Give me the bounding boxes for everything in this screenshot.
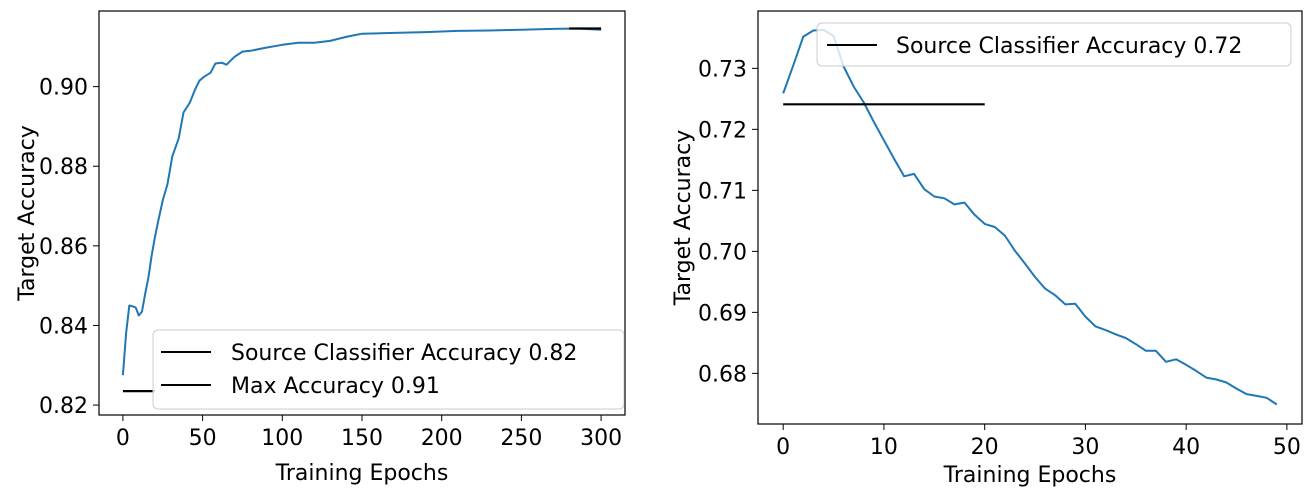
right-plot-y-ticks: 0.68 0.69 0.70 0.71 0.72 0.73 <box>698 57 758 387</box>
left-plot-legend-label-max: Max Accuracy 0.91 <box>231 374 440 399</box>
left-plot-series <box>121 27 602 393</box>
left-plot-x-tick-label: 200 <box>421 426 463 451</box>
right-plot-legend-label-source: Source Classifier Accuracy 0.72 <box>896 34 1242 59</box>
left-plot-legend: Source Classifier Accuracy 0.82 Max Accu… <box>152 329 625 410</box>
right-plot-x-ticks: 0 10 20 30 40 50 <box>776 424 1301 460</box>
right-plot-x-tick-label: 40 <box>1172 435 1200 460</box>
right-plot-y-tick-label: 0.70 <box>698 240 747 265</box>
left-plot-legend-label-source: Source Classifier Accuracy 0.82 <box>231 341 577 366</box>
right-plot-y-tick-label: 0.69 <box>698 301 747 326</box>
left-plot-x-tick-label: 250 <box>500 426 542 451</box>
right-plot-legend-box <box>816 22 1292 67</box>
left-plot-x-ticks: 0 50 100 150 200 250 300 <box>116 415 622 451</box>
left-plot-x-tick-label: 50 <box>189 426 217 451</box>
right-plot-legend: Source Classifier Accuracy 0.72 <box>816 22 1292 67</box>
right-plot-x-tick-label: 20 <box>971 435 999 460</box>
left-plot-y-ticks: 0.82 0.84 0.86 0.88 0.90 <box>39 76 99 419</box>
right-plot-y-axis-label: Target Accuracy <box>671 130 696 307</box>
left-plot-y-tick-label: 0.86 <box>39 235 88 260</box>
right-plot-y-tick-label: 0.68 <box>698 362 747 387</box>
left-plot-y-tick-label: 0.88 <box>39 155 88 180</box>
left-plot-legend-box <box>152 329 625 410</box>
left-plot-y-axis-label: Target Accuracy <box>15 125 40 302</box>
left-plot-x-tick-label: 0 <box>116 426 130 451</box>
right-plot-x-tick-label: 10 <box>870 435 898 460</box>
left-plot-x-tick-label: 100 <box>261 426 303 451</box>
right-plot-x-tick-label: 50 <box>1273 435 1301 460</box>
right-plot: 0 10 20 30 40 50 0.68 0.69 0.70 0.71 0.72 0.73 Tra… <box>671 10 1303 488</box>
left-plot-y-tick-label: 0.82 <box>39 394 88 419</box>
left-plot-target-accuracy-line <box>121 27 602 376</box>
right-plot-target-accuracy-line <box>782 28 1278 406</box>
right-plot-y-tick-label: 0.71 <box>698 179 747 204</box>
right-plot-axes-frame <box>757 10 1303 425</box>
left-plot-x-tick-label: 300 <box>580 426 622 451</box>
left-plot-x-tick-label: 150 <box>341 426 383 451</box>
left-plot-x-axis-label: Training Epochs <box>275 461 449 486</box>
right-plot-y-tick-label: 0.72 <box>698 118 747 143</box>
right-plot-x-tick-label: 30 <box>1071 435 1099 460</box>
right-plot-y-tick-label: 0.73 <box>698 57 747 82</box>
left-plot-y-tick-label: 0.90 <box>39 76 88 101</box>
left-plot: 0 50 100 150 200 250 300 0.820.840.860.880.90 … <box>15 10 626 486</box>
left-plot-y-tick-label: 0.84 <box>39 314 88 339</box>
right-plot-x-tick-label: 0 <box>776 435 790 460</box>
right-plot-series <box>782 28 1278 406</box>
right-plot-x-axis-label: Training Epochs <box>943 463 1117 488</box>
